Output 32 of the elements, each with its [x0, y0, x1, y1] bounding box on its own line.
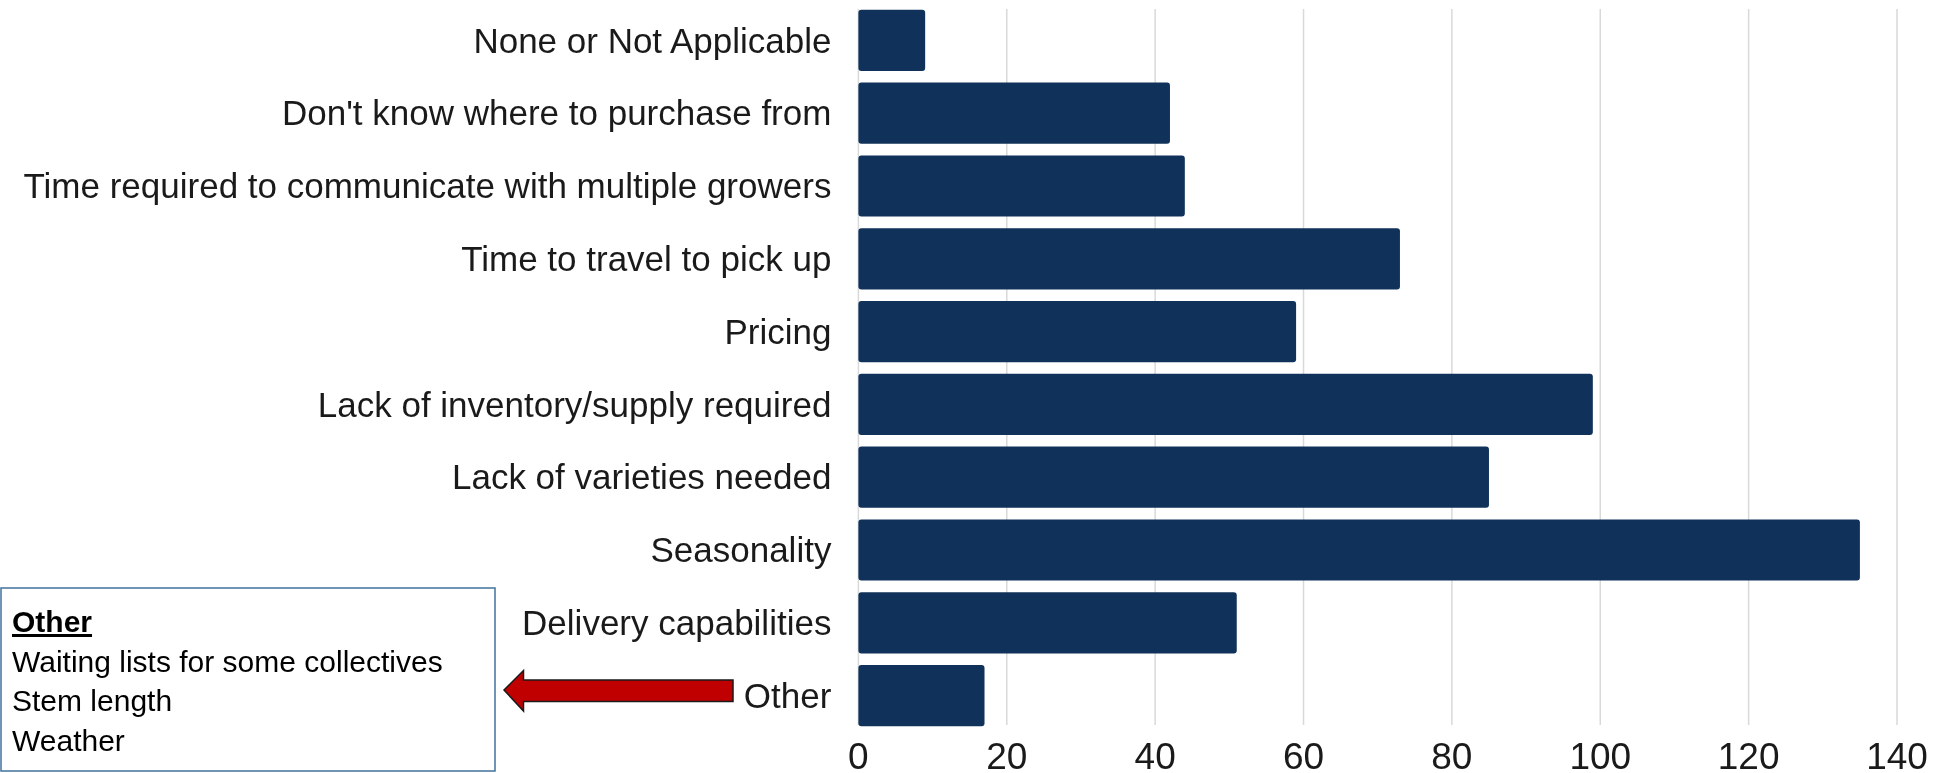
x-tick-label: 140 [1866, 736, 1928, 773]
y-tick-label: Other [743, 675, 832, 715]
y-tick-label: Don't know where to purchase from [281, 93, 832, 133]
y-tick-label: None or Not Applicable [473, 20, 832, 60]
y-tick-label: Time required to communicate with multiple growers [23, 166, 832, 206]
bar [858, 155, 1185, 217]
text: Stem length [12, 684, 173, 717]
bar [858, 228, 1400, 290]
x-tick-label: 120 [1717, 736, 1780, 773]
bar [858, 592, 1237, 654]
bar [858, 446, 1489, 508]
bar [858, 373, 1593, 435]
x-tick-label: 60 [1282, 736, 1325, 773]
y-tick-label: Lack of inventory/supply required [317, 384, 832, 424]
text: Waiting lists for some collectives [12, 644, 443, 678]
bar [858, 665, 985, 727]
x-tick-label: 0 [848, 736, 869, 773]
bar [858, 82, 1170, 144]
x-tick-label: 80 [1431, 736, 1473, 773]
bar [858, 9, 926, 71]
text: Other [12, 605, 93, 638]
x-tick-label: 20 [986, 736, 1028, 773]
y-tick-label: Lack of varieties needed [451, 457, 832, 497]
bar [858, 301, 1297, 363]
y-tick-label: Pricing [724, 311, 832, 351]
y-tick-label: Seasonality [650, 530, 832, 570]
bar [858, 519, 1860, 581]
text: Weather [12, 723, 125, 757]
y-tick-label: Time to travel to pick up [461, 239, 832, 279]
x-tick-label: 100 [1569, 736, 1632, 773]
y-tick-label: Delivery capabilities [522, 603, 832, 643]
x-tick-label: 40 [1134, 736, 1176, 773]
